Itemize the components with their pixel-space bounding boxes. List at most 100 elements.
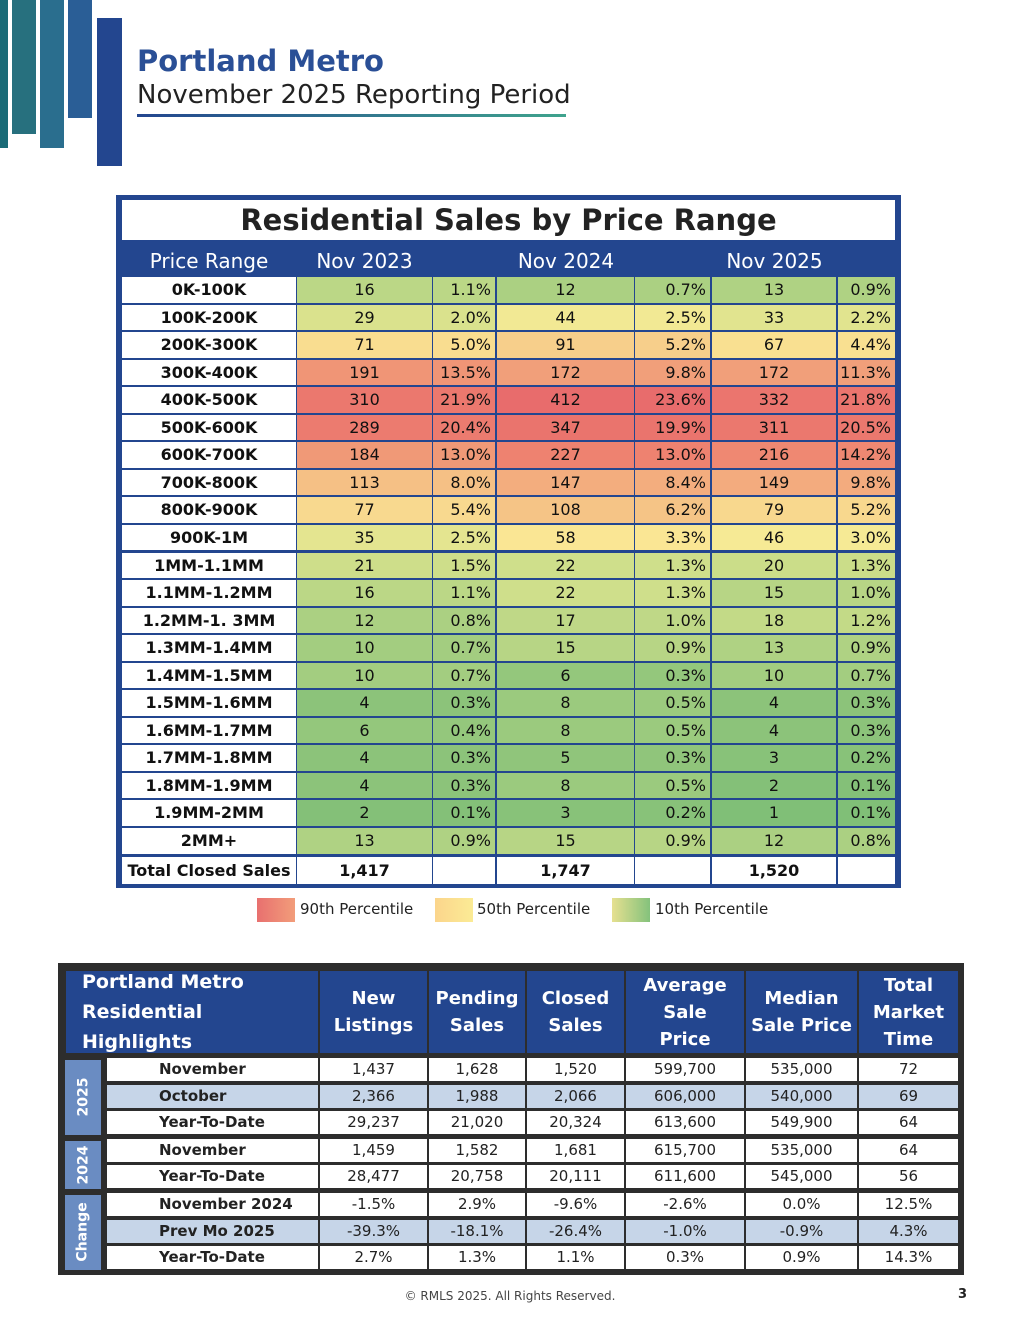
price-cell-v23: 289: [297, 414, 432, 441]
price-cell-p25: 4.4%: [838, 332, 895, 358]
price-cell-p23: 0.3%: [433, 745, 495, 771]
price-cell-p25: 0.3%: [838, 717, 895, 744]
price-cell-p25: 11.3%: [838, 359, 895, 386]
highlights-col-header-line: Price: [659, 1028, 711, 1050]
price-cell-v23: 13: [297, 828, 432, 854]
price-cell-p25: 21.8%: [838, 387, 895, 413]
price-cell-p23: 1.5%: [433, 552, 495, 579]
price-cell-v23: 21: [297, 552, 432, 579]
price-cell-p23: 0.4%: [433, 717, 495, 744]
price-cell-v25: 20: [712, 552, 836, 579]
highlights-row-label: October: [107, 1084, 318, 1108]
price-table-title: Residential Sales by Price Range: [122, 200, 895, 240]
price-cell-p24: 6.2%: [635, 497, 710, 523]
price-cell-v24: 227: [497, 442, 634, 468]
highlights-cell: 0.9%: [746, 1246, 857, 1270]
highlights-cell: 72: [859, 1058, 958, 1081]
price-cell-v25: 216: [712, 442, 836, 468]
price-cell-p25: 1.0%: [838, 580, 895, 606]
price-cell-v23: 2: [297, 800, 432, 826]
price-cell-p23: 0.7%: [433, 662, 495, 689]
highlights-cell: 0.3%: [626, 1246, 744, 1270]
price-cell-v25: 149: [712, 469, 836, 496]
price-cell-p23: 0.9%: [433, 828, 495, 854]
page-subtitle: November 2025 Reporting Period: [137, 80, 571, 110]
highlights-cell: 20,111: [527, 1165, 624, 1189]
price-cell-p25: 1.3%: [838, 552, 895, 579]
price-cell-v23: 35: [297, 524, 432, 551]
highlights-col-header-line: Sales: [449, 1015, 505, 1036]
highlights-cell: 20,324: [527, 1111, 624, 1135]
highlights-group-name: 2025: [75, 1077, 91, 1117]
header-nov-2025: Nov 2025: [726, 249, 823, 273]
price-cell-p24: 2.5%: [635, 304, 710, 331]
price-cell-v24: 347: [497, 414, 634, 441]
price-cell-p23: 13.0%: [433, 442, 495, 468]
logo-bar-2: [12, 0, 36, 134]
highlights-col-header-line: Average Sale: [643, 974, 727, 1023]
price-cell-v25: 172: [712, 359, 836, 386]
highlights-title: Portland Metro Residential Highlights: [66, 971, 318, 1053]
highlights-cell: 4.3%: [859, 1219, 958, 1243]
price-range-label: 2MM+: [122, 828, 296, 854]
price-cell-v24: 91: [497, 332, 634, 358]
highlights-col-header: Closed Sales: [527, 971, 624, 1053]
price-cell-v25: 3: [712, 745, 836, 771]
price-cell-p25: 0.1%: [838, 772, 895, 799]
price-cell-p24: 1.3%: [635, 552, 710, 579]
highlights-cell: -2.6%: [626, 1193, 744, 1216]
price-cell-v23: 29: [297, 304, 432, 331]
highlights-cell: 1.3%: [429, 1246, 525, 1270]
highlights-cell: 540,000: [746, 1084, 857, 1108]
highlights-cell: 1,459: [320, 1138, 427, 1162]
price-cell-v25: 18: [712, 607, 836, 634]
total-blank: [433, 856, 495, 884]
price-cell-v24: 172: [497, 359, 634, 386]
legend-label-50: 50th Percentile: [477, 900, 591, 918]
highlights-col-header-line: Sale Price: [751, 1015, 852, 1036]
price-cell-p25: 3.0%: [838, 524, 895, 551]
highlights-cell: 615,700: [626, 1138, 744, 1162]
price-cell-p24: 0.9%: [635, 828, 710, 854]
price-cell-v25: 15: [712, 580, 836, 606]
price-cell-p25: 1.2%: [838, 607, 895, 634]
price-cell-v23: 113: [297, 469, 432, 496]
price-cell-p23: 0.7%: [433, 635, 495, 661]
legend-swatch-10: [612, 898, 650, 922]
highlights-cell: 0.0%: [746, 1193, 857, 1216]
price-cell-p24: 0.5%: [635, 717, 710, 744]
price-cell-v25: 12: [712, 828, 836, 854]
price-cell-v24: 8: [497, 690, 634, 716]
highlights-cell: 28,477: [320, 1165, 427, 1189]
highlights-group-name: 2024: [75, 1145, 91, 1185]
price-cell-p25: 0.1%: [838, 800, 895, 826]
highlights-cell: 1,520: [527, 1058, 624, 1081]
price-cell-v25: 311: [712, 414, 836, 441]
price-cell-v24: 17: [497, 607, 634, 634]
highlights-cell: 2,366: [320, 1084, 427, 1108]
price-range-label: 400K-500K: [122, 387, 296, 413]
price-cell-p25: 0.8%: [838, 828, 895, 854]
highlights-cell: 64: [859, 1111, 958, 1135]
price-cell-p25: 0.3%: [838, 690, 895, 716]
highlights-group-label: 2025: [65, 1060, 101, 1135]
highlights-row-label: Year-To-Date: [107, 1111, 318, 1135]
page-number: 3: [958, 1287, 968, 1302]
highlights-cell: 21,020: [429, 1111, 525, 1135]
price-cell-p25: 2.2%: [838, 304, 895, 331]
price-cell-p23: 8.0%: [433, 469, 495, 496]
price-cell-v24: 8: [497, 717, 634, 744]
highlights-cell: 12.5%: [859, 1193, 958, 1216]
price-cell-p24: 5.2%: [635, 332, 710, 358]
legend-label-90: 90th Percentile: [300, 900, 414, 918]
price-cell-v23: 12: [297, 607, 432, 634]
highlights-cell: 606,000: [626, 1084, 744, 1108]
price-range-label: 1.1MM-1.2MM: [122, 580, 296, 606]
total-v24: 1,747: [497, 856, 634, 884]
highlights-cell: -1.5%: [320, 1193, 427, 1216]
price-range-label: 1.6MM-1.7MM: [122, 717, 296, 744]
highlights-col-header-line: Median: [764, 988, 839, 1009]
highlights-col-header-line: Closed: [541, 988, 610, 1009]
highlights-group-name: Change: [75, 1202, 92, 1262]
price-cell-v25: 79: [712, 497, 836, 523]
